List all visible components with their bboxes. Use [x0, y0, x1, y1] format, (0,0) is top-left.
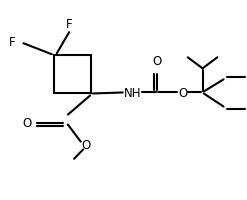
Text: O: O — [178, 87, 187, 99]
Text: F: F — [66, 18, 72, 30]
Text: O: O — [81, 139, 91, 151]
Text: F: F — [9, 36, 16, 48]
Text: O: O — [22, 117, 32, 129]
Text: O: O — [152, 55, 162, 67]
Text: NH: NH — [124, 87, 141, 99]
